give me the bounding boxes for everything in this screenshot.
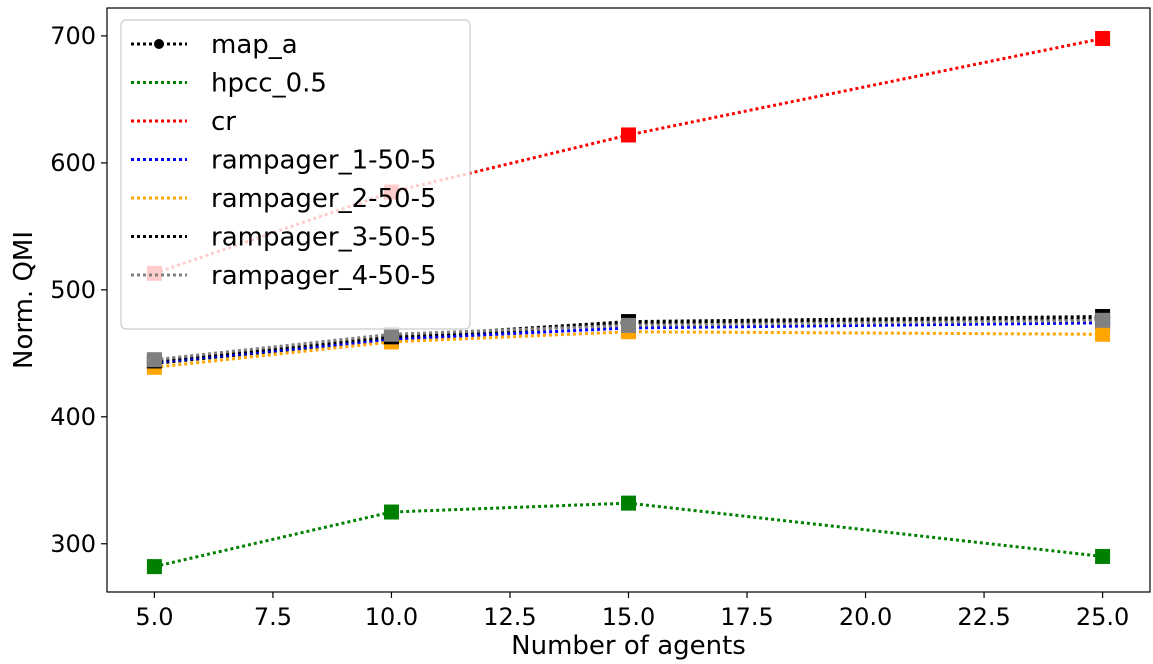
y-tick-label: 400 — [50, 403, 96, 431]
legend-item: rampager_3-50-5 — [131, 223, 437, 253]
x-tick-label: 20.0 — [839, 603, 892, 631]
data-point — [1095, 326, 1111, 342]
legend-item: map_a — [131, 30, 298, 60]
x-tick-label: 10.0 — [365, 603, 418, 631]
legend-item: rampager_4-50-5 — [131, 261, 437, 291]
x-tick-label: 17.5 — [720, 603, 773, 631]
legend-label: rampager_4-50-5 — [211, 261, 437, 291]
x-tick-label: 25.0 — [1076, 603, 1129, 631]
legend-item: rampager_1-50-5 — [131, 146, 437, 176]
legend-label: rampager_3-50-5 — [211, 223, 437, 253]
legend-item: hpcc_0.5 — [131, 69, 327, 99]
x-axis: 5.0 7.5 10.0 12.5 15.0 17.5 20.0 22.5 25.0 — [135, 592, 1129, 631]
legend-item: cr — [131, 107, 236, 137]
y-tick-label: 600 — [50, 149, 96, 177]
y-tick-label: 500 — [50, 276, 96, 304]
legend-label: hpcc_0.5 — [211, 69, 327, 99]
series-rampager_4-50-5 — [146, 312, 1111, 368]
series-line — [154, 501, 1103, 569]
data-point — [1095, 30, 1111, 46]
data-point — [1095, 312, 1111, 328]
legend-label: cr — [211, 107, 236, 137]
data-point — [146, 559, 162, 575]
legend-box — [120, 19, 471, 330]
legend-label: map_a — [211, 30, 298, 60]
data-point — [621, 127, 636, 143]
y-axis: 300 400 500 600 700 — [50, 22, 107, 558]
x-axis-label: Number of agents — [511, 631, 746, 661]
series-line — [153, 36, 1103, 275]
y-tick-label: 300 — [50, 530, 96, 558]
series-line — [154, 321, 1103, 364]
data-point — [621, 495, 636, 511]
x-tick-label: 22.5 — [957, 603, 1010, 631]
legend-marker — [154, 39, 164, 49]
legend-item: rampager_2-50-5 — [131, 184, 437, 214]
series-layer — [146, 30, 1111, 575]
data-point — [383, 504, 399, 520]
x-tick-label: 7.5 — [254, 603, 292, 631]
x-tick-label: 15.0 — [602, 603, 655, 631]
data-point — [1095, 548, 1111, 564]
legend-label: rampager_1-50-5 — [211, 146, 437, 176]
legend: map_a hpcc_0.5cr rampager_1-50-5 rampager_2… — [120, 19, 471, 330]
data-point — [146, 352, 162, 368]
series-hpcc_0.5 — [146, 495, 1111, 575]
x-tick-label: 5.0 — [135, 603, 173, 631]
y-tick-label: 700 — [50, 22, 96, 50]
y-axis-label: Norm. QMI — [9, 231, 39, 369]
data-point — [621, 317, 636, 333]
data-point — [383, 326, 399, 342]
legend-label: rampager_2-50-5 — [211, 184, 437, 214]
x-tick-label: 12.5 — [483, 603, 536, 631]
